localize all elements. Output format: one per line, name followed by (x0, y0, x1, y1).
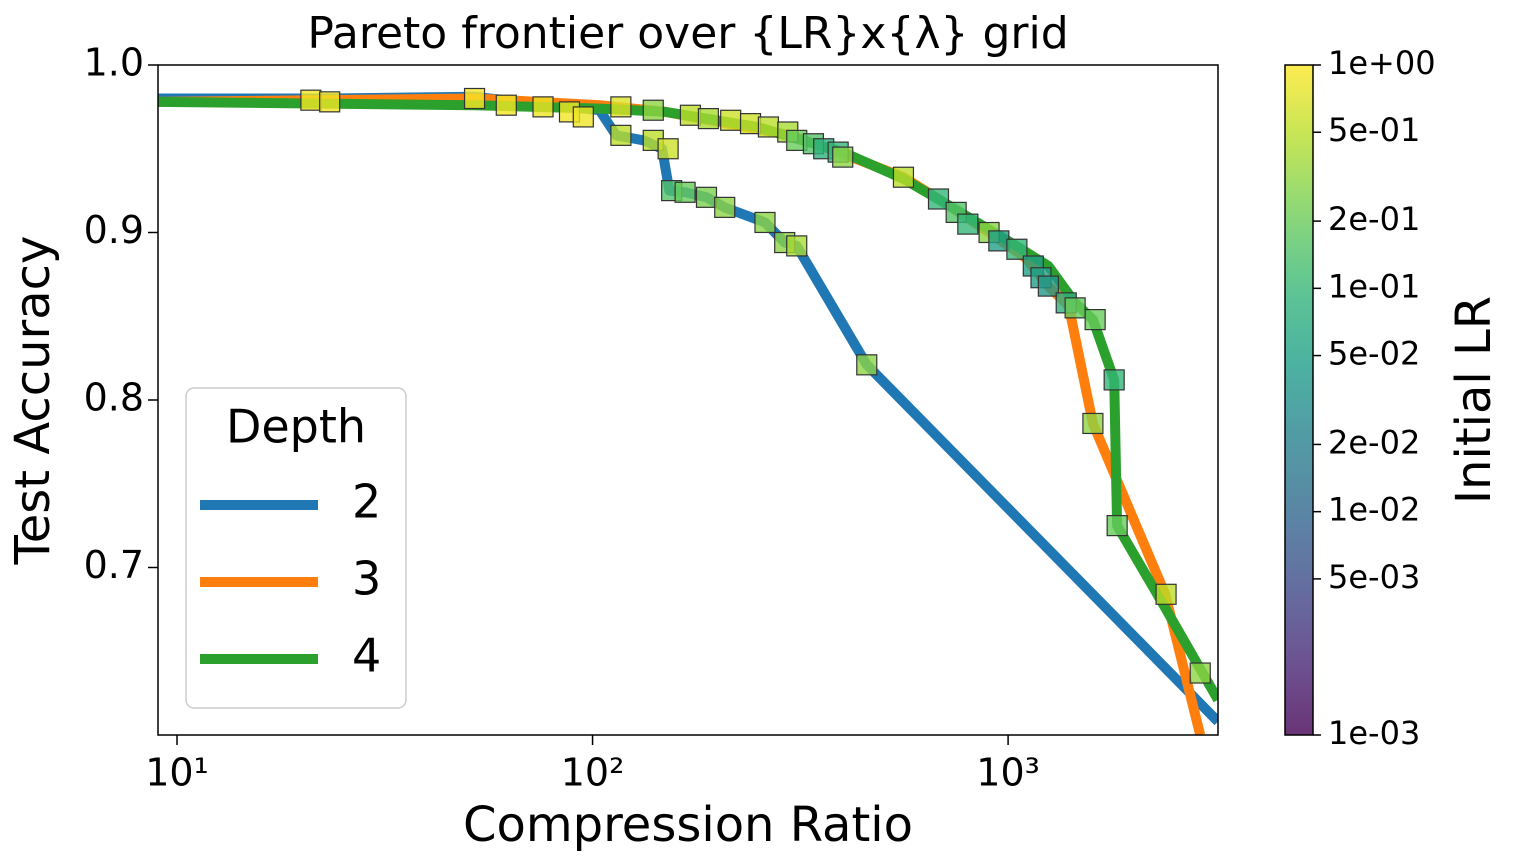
colorbar-tick-label: 2e-02 (1328, 423, 1420, 461)
lr-point (1189, 662, 1211, 684)
chart-title: Pareto frontier over {LR}x{λ} grid (307, 8, 1068, 59)
y-tick-label: 0.9 (84, 208, 144, 252)
lr-point (495, 94, 517, 116)
colorbar-tick-label: 1e-03 (1328, 714, 1420, 752)
lr-point (927, 188, 950, 210)
lr-point (610, 124, 632, 146)
lr-point (319, 91, 341, 113)
legend-label: 3 (352, 552, 381, 606)
colorbar-frame (1284, 64, 1314, 736)
lr-point (757, 116, 780, 138)
lr-point (532, 96, 554, 118)
lr-point (1082, 412, 1104, 435)
lr-point (754, 211, 776, 234)
colorbar-tick-label: 5e-02 (1328, 335, 1420, 373)
lr-point (957, 213, 979, 235)
colorbar-tick-label: 5e-01 (1328, 111, 1420, 149)
legend-title: Depth (226, 400, 366, 454)
lr-point (1103, 369, 1125, 391)
lr-point (720, 109, 742, 131)
lr-point (832, 146, 854, 168)
x-tick-label: 10¹ (145, 751, 209, 795)
lr-point (697, 107, 719, 130)
lr-point (572, 106, 594, 128)
legend: Depth 2 3 4 (185, 387, 407, 709)
colorbar-tick-label: 2e-01 (1328, 200, 1420, 238)
lr-point (1064, 297, 1086, 319)
lr-point (988, 230, 1010, 252)
lr-point (1037, 275, 1059, 297)
lr-point (739, 113, 762, 135)
x-tick-label: 10³ (976, 751, 1040, 795)
y-axis-label: Test Accuracy (5, 236, 61, 566)
colorbar-tick-label: 1e-02 (1328, 491, 1420, 529)
plot-points (300, 87, 1211, 684)
colorbar-tick-label: 1e-01 (1328, 267, 1420, 305)
lr-point (657, 138, 679, 160)
lr-point (1106, 515, 1128, 537)
y-tick-label: 0.7 (84, 543, 144, 587)
lr-point (1006, 238, 1028, 260)
colorbar (1285, 65, 1313, 735)
lr-point (892, 166, 915, 188)
legend-label: 2 (352, 475, 381, 529)
lr-point (674, 181, 696, 203)
legend-label: 4 (352, 629, 381, 683)
lr-point (1155, 583, 1177, 605)
lr-point (786, 235, 808, 257)
colorbar-label: Initial LR (1446, 296, 1502, 504)
lr-point (610, 96, 632, 118)
x-tick-label: 10² (561, 751, 625, 795)
lr-point (300, 89, 322, 111)
x-axis-label: Compression Ratio (463, 797, 913, 853)
lr-point (679, 104, 702, 126)
lr-point (695, 186, 718, 208)
colorbar-tick-label: 5e-03 (1328, 558, 1420, 596)
lr-point (856, 354, 878, 376)
legend-box (185, 387, 407, 709)
lr-point (714, 196, 736, 218)
lr-point (1084, 309, 1106, 331)
y-tick-label: 1.0 (84, 41, 144, 85)
colorbar-tick-label: 1e+00 (1328, 44, 1436, 82)
lr-point (642, 99, 664, 121)
lr-point (463, 87, 486, 110)
y-tick-label: 0.8 (84, 376, 144, 420)
